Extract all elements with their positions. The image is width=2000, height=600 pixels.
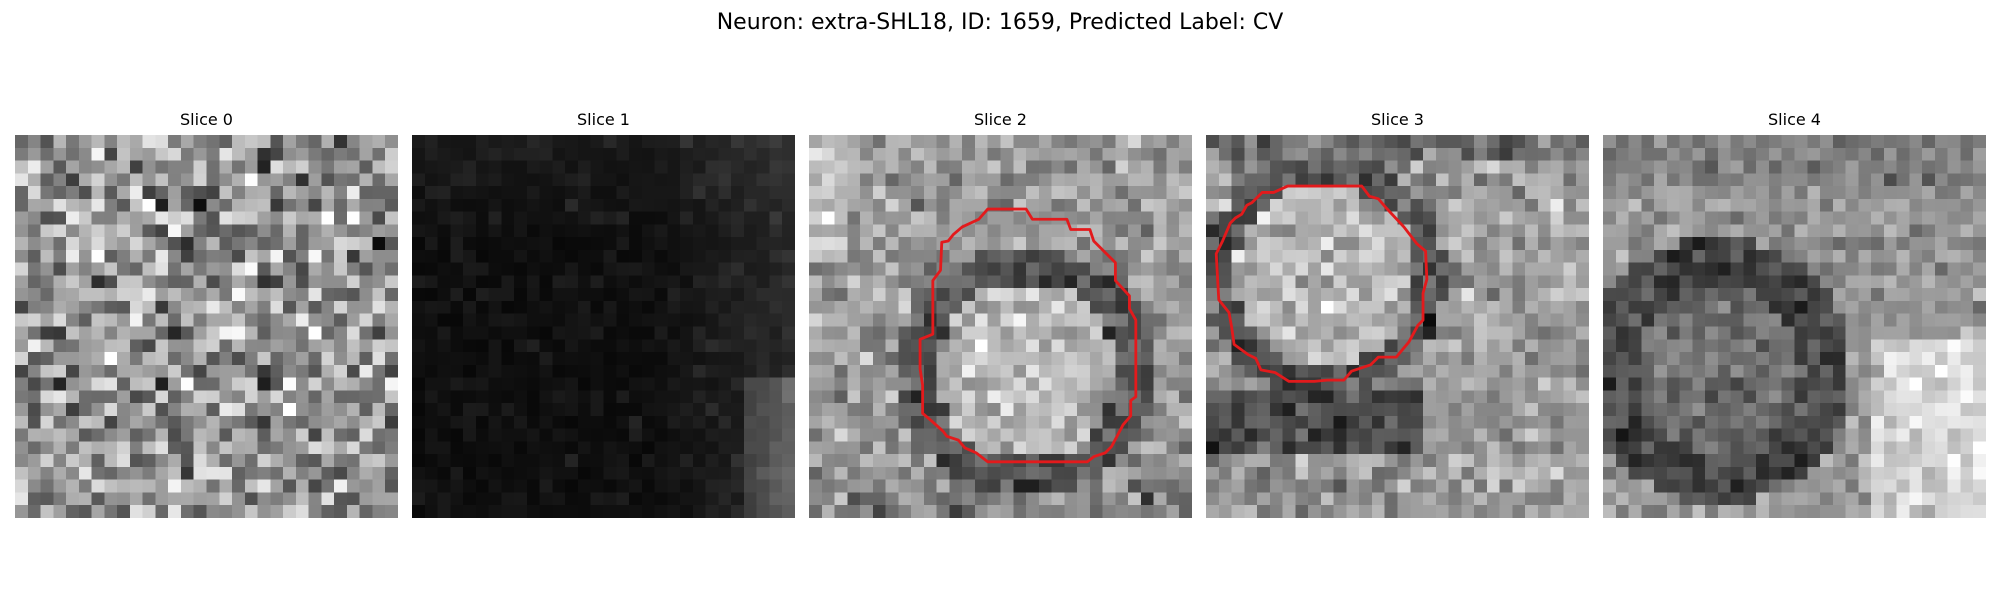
slice-image — [412, 135, 795, 518]
slice-image — [1206, 135, 1589, 518]
slice-title: Slice 1 — [577, 110, 630, 129]
segmentation-contour — [918, 207, 1138, 464]
segmentation-contour — [1214, 184, 1429, 383]
slice-image — [1603, 135, 1986, 518]
slice-panel-1: Slice 1 — [412, 108, 795, 518]
figure-title: Neuron: extra-SHL18, ID: 1659, Predicted… — [716, 10, 1284, 35]
slice-panel-4: Slice 4 — [1603, 108, 1986, 518]
slice-panel-0: Slice 0 — [15, 108, 398, 518]
slice-title: Slice 4 — [1768, 110, 1821, 129]
slice-image — [15, 135, 398, 518]
slice-panel-2: Slice 2 — [809, 108, 1192, 518]
slice-panel-3: Slice 3 — [1206, 108, 1589, 518]
slice-image — [809, 135, 1192, 518]
slice-title: Slice 3 — [1371, 110, 1424, 129]
slice-title: Slice 0 — [180, 110, 233, 129]
slice-title: Slice 2 — [974, 110, 1027, 129]
